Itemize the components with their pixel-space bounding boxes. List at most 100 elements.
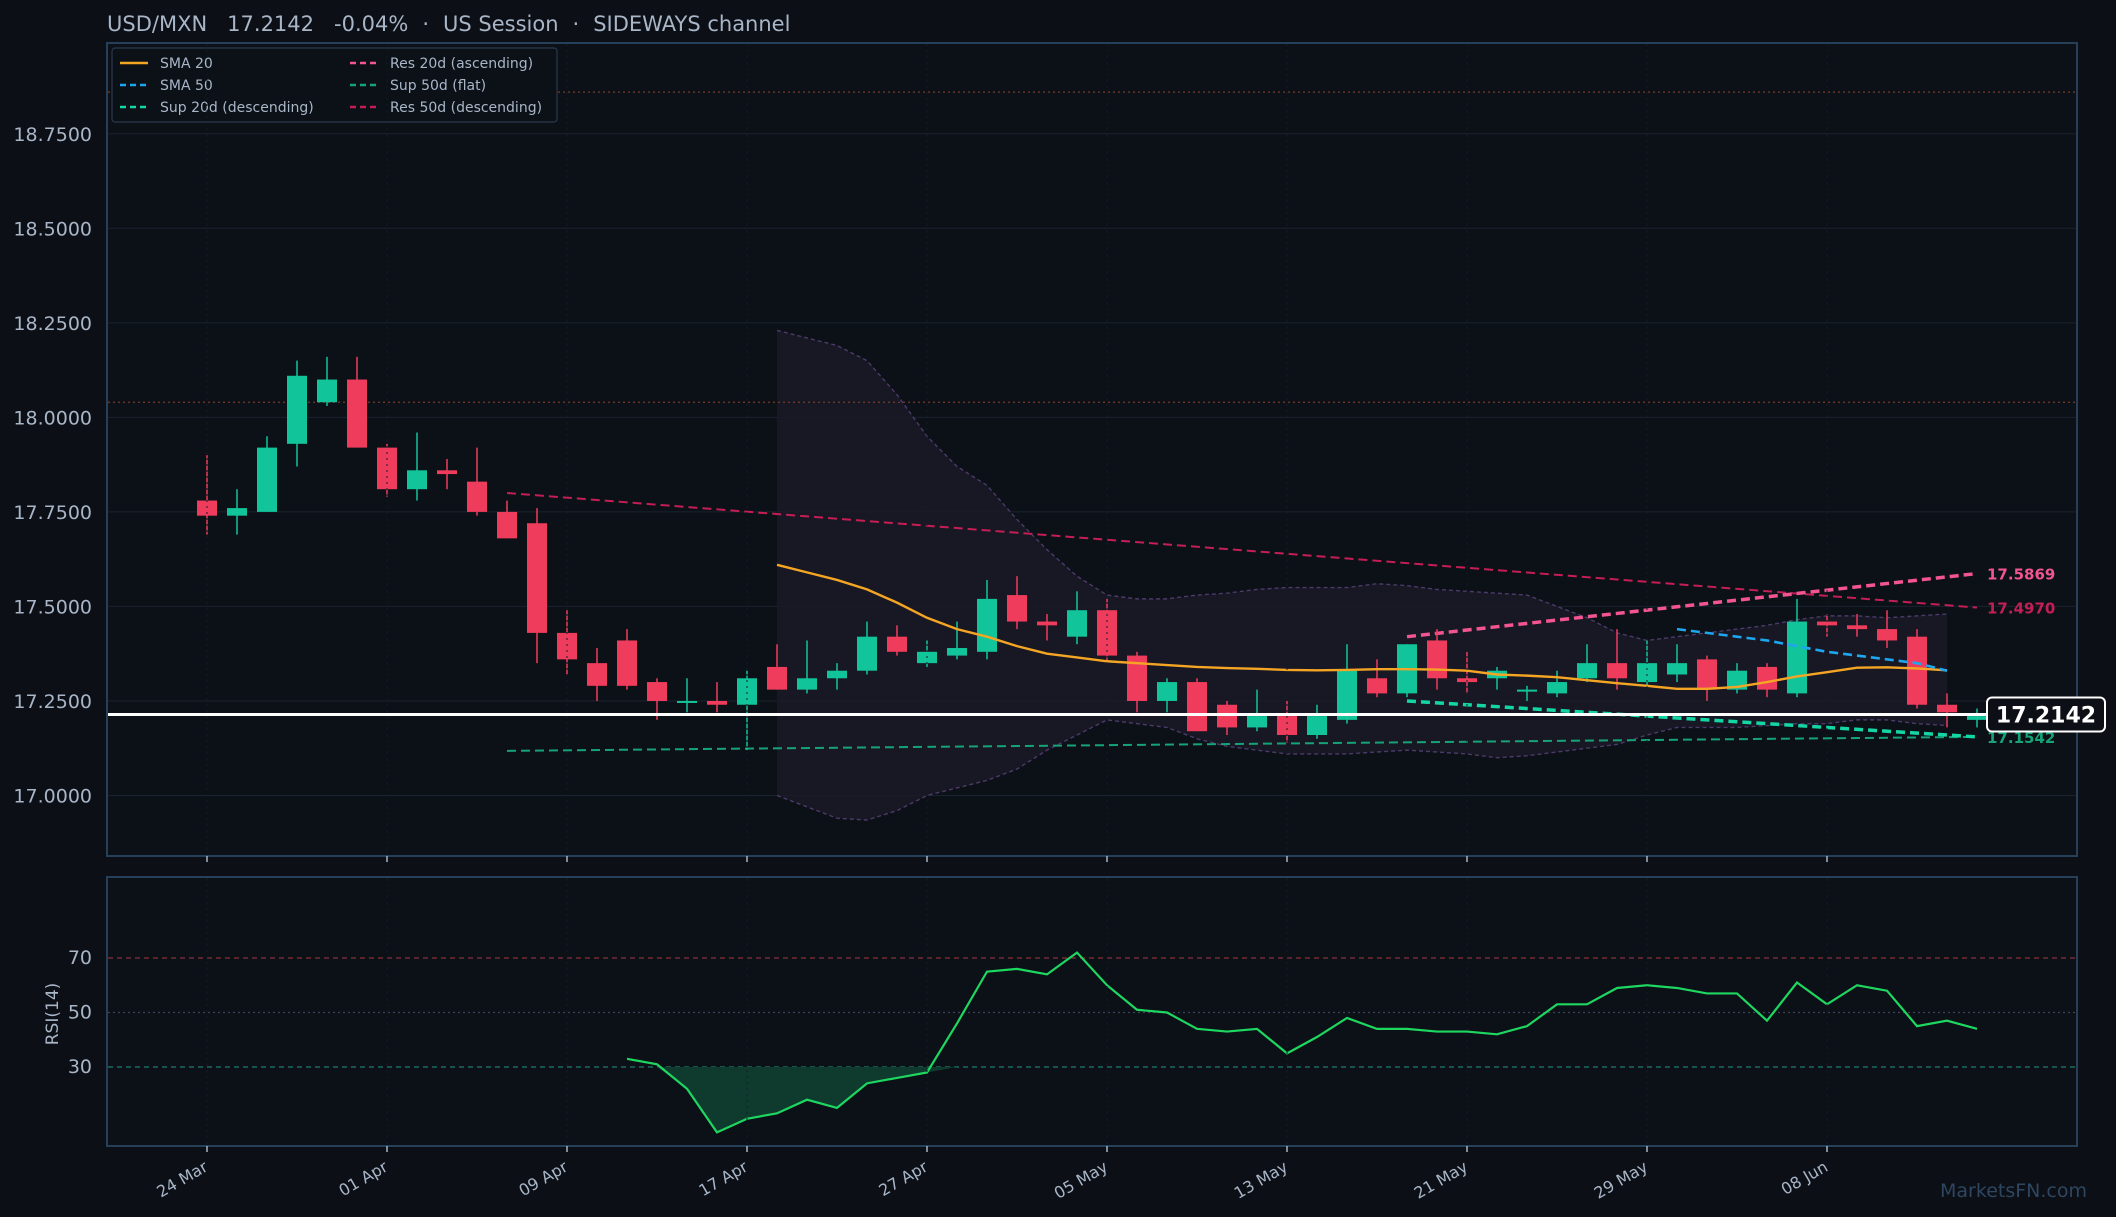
last-price-box bbox=[1986, 696, 2106, 733]
y-tick-label: 18.0000 bbox=[13, 407, 92, 429]
y-tick-label: 18.5000 bbox=[13, 218, 92, 240]
trendline-label: 17.4970 bbox=[1987, 600, 2055, 618]
title-change: -0.04% bbox=[334, 12, 408, 36]
candle-body bbox=[1787, 621, 1807, 694]
candle-body bbox=[467, 481, 487, 512]
candle-body bbox=[707, 700, 727, 705]
bollinger-fill bbox=[777, 330, 1947, 821]
candle-body bbox=[677, 700, 697, 703]
candle-body bbox=[407, 470, 427, 490]
rsi-tick-label: 70 bbox=[68, 947, 92, 969]
candle-body bbox=[1847, 625, 1867, 630]
candle-body bbox=[497, 511, 517, 539]
candle-body bbox=[977, 598, 997, 652]
candle-body bbox=[1607, 663, 1627, 679]
candle-body bbox=[1307, 716, 1327, 735]
chart-title: USD/MXN 17.2142 -0.04% · US Session · SIDEWAYS… bbox=[107, 12, 790, 36]
legend-label: Res 20d (ascending) bbox=[390, 56, 533, 72]
candle-body bbox=[1337, 670, 1357, 720]
candle-body bbox=[1067, 610, 1087, 637]
candle-body bbox=[647, 682, 667, 701]
legend-frame bbox=[111, 47, 558, 123]
rsi-line bbox=[626, 951, 1978, 1134]
legend-label: Sup 20d (descending) bbox=[160, 100, 314, 116]
candle-body bbox=[1217, 704, 1237, 728]
y-tick-label: 18.2500 bbox=[13, 313, 92, 335]
candle-body bbox=[557, 632, 577, 660]
legend-label: SMA 50 bbox=[160, 78, 213, 94]
legend-label: Res 50d (descending) bbox=[390, 100, 542, 116]
candle-body bbox=[1517, 689, 1537, 692]
rsi-series: 30 50 70 bbox=[68, 947, 2076, 1134]
bollinger-lower bbox=[776, 719, 1948, 821]
title-session: US Session bbox=[443, 12, 559, 36]
candle-body bbox=[1367, 678, 1387, 694]
candle-body bbox=[1577, 663, 1597, 679]
y-tick-label: 17.7500 bbox=[13, 502, 92, 524]
candle-body bbox=[1187, 682, 1207, 732]
candle-body bbox=[827, 670, 847, 679]
y-tick-label: 17.2500 bbox=[13, 691, 92, 713]
candle-body bbox=[287, 375, 307, 444]
rsi-tick-label: 30 bbox=[68, 1056, 92, 1078]
trendline bbox=[506, 491, 1978, 609]
candle-body bbox=[1277, 716, 1297, 735]
candle-body bbox=[1637, 663, 1657, 683]
candle-body bbox=[797, 678, 817, 690]
rsi-panel: 30 50 70 RSI(14) bbox=[43, 876, 2078, 1147]
title-separator: · bbox=[573, 12, 580, 36]
trendline bbox=[506, 735, 1978, 752]
title-channel: SIDEWAYS channel bbox=[593, 12, 790, 36]
y-tick-label: 17.5000 bbox=[13, 596, 92, 618]
bollinger-upper bbox=[776, 329, 1948, 642]
y-tick-label: 18.7500 bbox=[13, 124, 92, 146]
candle-body bbox=[437, 470, 457, 475]
rsi-tick-label: 50 bbox=[68, 1002, 92, 1024]
candle-body bbox=[317, 379, 337, 403]
moving-averages bbox=[776, 563, 1948, 691]
candle-body bbox=[1727, 670, 1747, 690]
candle-body bbox=[1817, 621, 1837, 626]
last-price-label: 17.2142 bbox=[1996, 704, 2096, 729]
candle-body bbox=[1937, 704, 1957, 713]
y-tick-label: 17.0000 bbox=[13, 785, 92, 807]
title-symbol: USD/MXN bbox=[107, 12, 207, 36]
rsi-panel-frame bbox=[106, 876, 2078, 1147]
price-panel-frame bbox=[106, 42, 2078, 857]
trendline bbox=[1406, 571, 1978, 639]
trendline-label: 17.1542 bbox=[1987, 729, 2055, 747]
title-price: 17.2142 bbox=[227, 12, 314, 36]
bollinger-bands bbox=[776, 329, 1948, 821]
candle-body bbox=[227, 508, 247, 516]
candle-body bbox=[857, 636, 877, 671]
candle-body bbox=[1697, 659, 1717, 690]
candle-body bbox=[587, 663, 607, 686]
title-separator: · bbox=[422, 12, 429, 36]
candle-body bbox=[1007, 595, 1027, 622]
sma50-line bbox=[1676, 627, 1948, 672]
candle-body bbox=[1127, 655, 1147, 701]
candle-body bbox=[257, 447, 277, 512]
legend-label: SMA 20 bbox=[160, 56, 213, 72]
candle-body bbox=[1757, 666, 1777, 690]
candle-body bbox=[1547, 682, 1567, 694]
candle-body bbox=[1877, 629, 1897, 641]
rsi-axis-label: RSI(14) bbox=[43, 983, 63, 1046]
candle-body bbox=[377, 447, 397, 490]
candle-body bbox=[1967, 716, 1987, 720]
price-y-axis: 17.0000 17.2500 17.5000 17.7500 18.0000 18.25… bbox=[13, 124, 92, 808]
legend: SMA 20 SMA 50 Sup 20d (descending) Res 20d … bbox=[111, 47, 558, 123]
last-price: 17.2142 bbox=[108, 696, 2106, 733]
candle-body bbox=[1427, 640, 1447, 679]
trendlines: 17.4970 17.1542 17.5869 bbox=[506, 491, 2055, 752]
watermark: MarketsFN.com bbox=[1940, 1180, 2087, 1202]
sma20-line bbox=[776, 563, 1948, 691]
candle-body bbox=[347, 379, 367, 448]
candle-body bbox=[1037, 621, 1057, 626]
candle-body bbox=[737, 678, 757, 705]
candle-body bbox=[1247, 716, 1267, 728]
price-panel: 17.0000 17.2500 17.5000 17.7500 18.0000 18.25… bbox=[13, 42, 2106, 857]
candle-body bbox=[1667, 663, 1687, 675]
trendline bbox=[1406, 699, 1978, 739]
